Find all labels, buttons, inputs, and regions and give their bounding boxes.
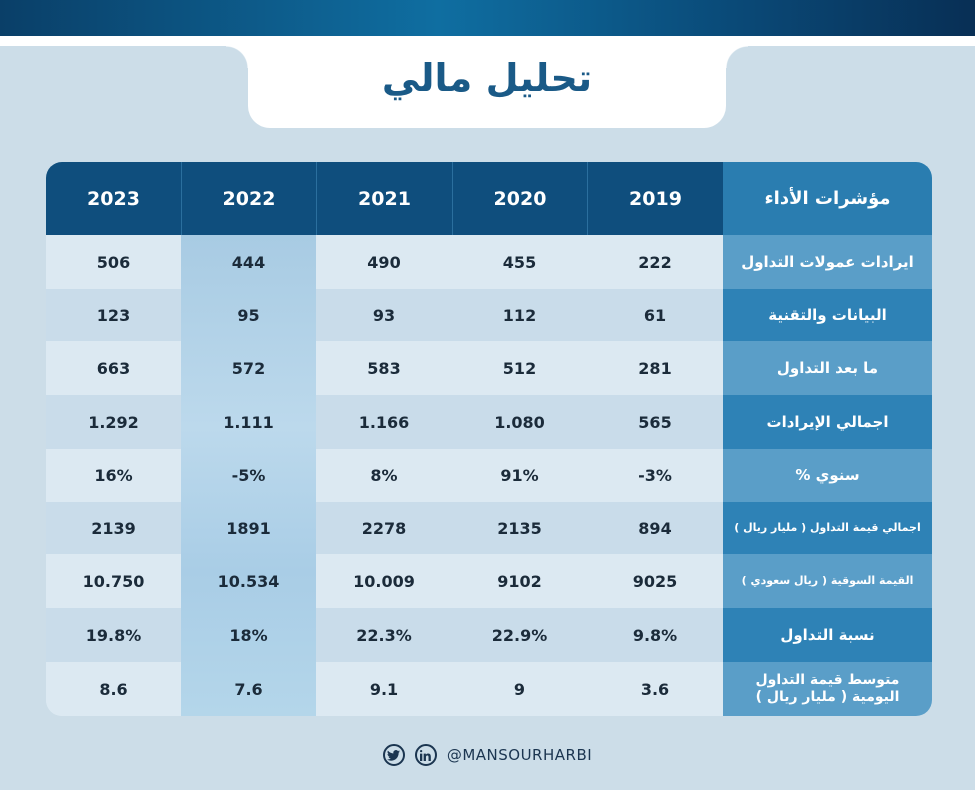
table-cell: 2135: [497, 518, 542, 538]
table-cell: 444: [231, 252, 266, 272]
table-cell: 1891: [226, 518, 271, 538]
row-band: [46, 395, 723, 449]
twitter-icon[interactable]: [382, 744, 405, 766]
table-cell: 10.534: [217, 571, 280, 591]
social-handle[interactable]: @MANSOURHARBI: [446, 746, 593, 764]
table-cell: 894: [638, 518, 672, 538]
footer: @MANSOURHARBI: [0, 740, 975, 770]
highlight-column-2022: [181, 235, 316, 716]
table-cell: 663: [96, 358, 131, 378]
table-cell: 572: [231, 358, 266, 378]
header-year-2022: 2022: [181, 162, 316, 235]
row-label: ما بعد التداول: [723, 341, 932, 395]
table-cell: 2139: [91, 518, 136, 538]
table-cell: 112: [502, 305, 537, 325]
header-indicator: مؤشرات الأداء: [723, 162, 932, 235]
table-cell: 9025: [632, 571, 678, 591]
table-cell: 9.1: [369, 679, 399, 699]
row-band: [46, 554, 723, 608]
row-band: [46, 449, 723, 502]
table-cell: 512: [502, 358, 537, 378]
linkedin-icon[interactable]: [414, 744, 437, 766]
row-label: البيانات والتقنية: [723, 289, 932, 341]
table-cell: 9: [513, 679, 526, 699]
table-cell: 10.750: [82, 571, 145, 591]
table-cell: 281: [638, 358, 672, 378]
row-band: [46, 662, 723, 716]
row-label: القيمة السوقية ( ريال سعودي ): [723, 554, 932, 608]
title-card: تحليل مالي: [226, 36, 748, 128]
row-band: [46, 235, 723, 289]
header-year-2021: 2021: [316, 162, 452, 235]
header-year-2020: 2020: [452, 162, 587, 235]
table-cell: 22.3%: [356, 625, 412, 645]
table-cell: 506: [96, 252, 131, 272]
table-cell: 222: [638, 252, 672, 272]
table-cell: 7.6: [234, 679, 263, 699]
table-cell: 1.080: [494, 412, 545, 432]
table-cell: 91%: [500, 466, 539, 485]
table-cell: 583: [367, 358, 401, 378]
top-banner: [0, 0, 975, 36]
row-label: سنوي %: [723, 449, 932, 502]
table-cell: 22.9%: [491, 625, 548, 645]
table-cell: 16%: [94, 466, 133, 485]
row-label: ايرادات عمولات التداول: [723, 235, 932, 289]
row-label: نسبة التداول: [723, 608, 932, 662]
page-title: تحليل مالي: [381, 56, 593, 100]
table-cell: -5%: [231, 466, 266, 485]
table-cell: -3%: [638, 466, 672, 485]
table-cell: 455: [502, 252, 537, 272]
table-cell: 565: [638, 412, 672, 432]
row-band: [46, 502, 723, 554]
row-label: اجمالي الإيرادات: [723, 395, 932, 449]
table-cell: 3.6: [640, 679, 670, 699]
table-cell: 1.111: [223, 412, 274, 432]
header-year-2019: 2019: [587, 162, 723, 235]
table-cell: 18%: [229, 625, 268, 645]
table-cell: 9102: [497, 571, 542, 591]
row-band: [46, 289, 723, 341]
table-cell: 490: [367, 252, 401, 272]
row-band: [46, 341, 723, 395]
table-cell: 10.009: [353, 571, 415, 591]
table-cell: 95: [237, 305, 260, 325]
row-label: اجمالي قيمة التداول ( مليار ريال ): [723, 502, 932, 554]
table-cell: 123: [96, 305, 131, 325]
table-cell: 2278: [361, 518, 407, 538]
performance-table: مؤشرات الأداء 2019 2020 2021 2022 2023 ا…: [46, 162, 932, 716]
table-cell: 8%: [370, 466, 398, 485]
header-year-2023: 2023: [46, 162, 181, 235]
row-label: متوسط قيمة التداول اليومية ( مليار ريال …: [723, 662, 932, 716]
table-cell: 8.6: [99, 679, 128, 699]
table-cell: 1.166: [358, 412, 410, 432]
table-cell: 9.8%: [632, 625, 678, 645]
row-band: [46, 608, 723, 662]
table-cell: 61: [643, 305, 667, 325]
table-cell: 19.8%: [85, 625, 142, 645]
table-cell: 93: [372, 305, 396, 325]
table-cell: 1.292: [88, 412, 139, 432]
